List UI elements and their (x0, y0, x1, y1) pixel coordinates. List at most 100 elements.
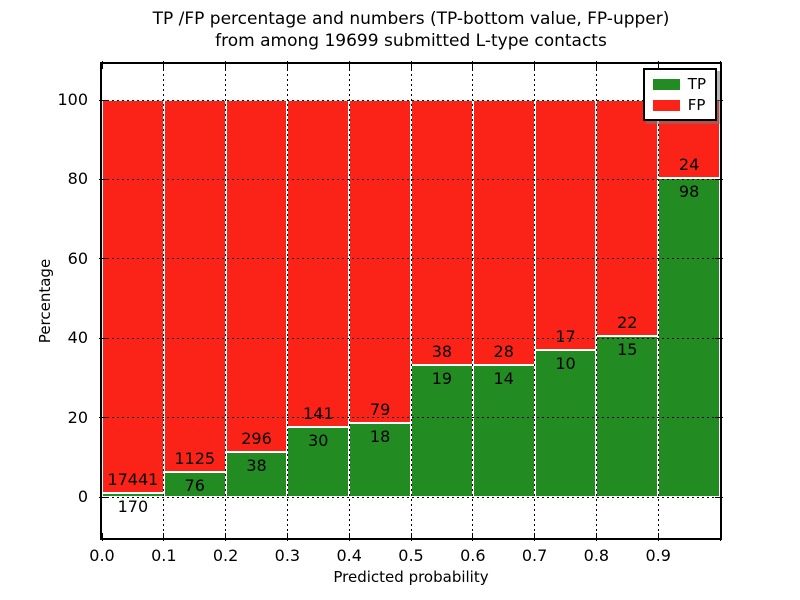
fp-bar-segment (411, 100, 473, 365)
x-tick-mark-top (286, 61, 288, 69)
x-tick-mark-top (163, 61, 165, 69)
horizontal-gridline (102, 99, 720, 101)
horizontal-gridline (102, 417, 720, 419)
fp-legend-swatch-icon (652, 99, 680, 111)
x-tick-mark (225, 533, 227, 541)
x-tick-mark (719, 533, 721, 541)
fp-bar-segment (534, 100, 597, 350)
legend: TP FP (642, 68, 717, 121)
tp-count-label: 170 (117, 497, 149, 517)
x-tick-label: 0.0 (89, 546, 115, 565)
horizontal-gridline (102, 178, 720, 180)
vertical-gridline (472, 64, 474, 538)
tp-bar-segment (287, 427, 350, 497)
vertical-gridline (657, 64, 659, 538)
x-tick-mark (101, 533, 103, 541)
fp-count-label: 28 (493, 341, 514, 361)
fp-count-label: 17441 (107, 470, 159, 490)
x-tick-label: 0.5 (398, 546, 424, 565)
x-tick-label: 0.3 (274, 546, 301, 565)
y-tick-mark-right (715, 99, 723, 101)
ticks-layer (99, 61, 723, 541)
plot-area: 17441 170 1125 76 296 38 141 30 79 18 38 19 28 14 17 10… (99, 61, 723, 541)
y-tick-label: 80 (67, 169, 88, 189)
tp-legend-label: TP (687, 75, 706, 93)
x-tick-mark (534, 533, 536, 541)
bars-layer (102, 64, 720, 538)
x-tick-mark (657, 533, 659, 541)
x-tick-mark-top (225, 61, 227, 69)
x-tick-mark-top (534, 61, 536, 69)
vertical-gridline (595, 64, 597, 538)
tp-count-label: 15 (617, 340, 638, 360)
x-axis-label: Predicted probability (333, 568, 489, 586)
fp-count-label: 38 (431, 341, 453, 361)
x-tick-mark (472, 533, 474, 541)
x-tick-label: 0.4 (336, 546, 362, 565)
fp-count-label: 24 (678, 155, 700, 175)
x-tick-label: 0.8 (583, 546, 610, 565)
y-tick-mark-right (715, 178, 723, 180)
tp-count-label: 19 (431, 368, 453, 388)
x-tick-mark-top (348, 61, 350, 69)
vertical-gridline (163, 64, 165, 538)
x-tick-mark-top (410, 61, 412, 69)
fp-bar-segment (472, 100, 535, 365)
fp-bar-segment (102, 100, 164, 494)
fp-count-label: 1125 (174, 448, 216, 468)
vertical-gridline (225, 64, 227, 538)
fp-count-label: 22 (617, 313, 638, 333)
x-tick-label: 0.1 (151, 546, 177, 565)
y-tick-mark (99, 496, 107, 498)
tp-bar-segment (658, 178, 720, 497)
x-tick-mark (410, 533, 412, 541)
fp-count-label: 296 (241, 428, 272, 448)
x-tick-mark-top (101, 61, 103, 69)
fp-legend-label: FP (687, 96, 706, 114)
vertical-gridline (348, 64, 350, 538)
y-tick-mark (99, 178, 107, 180)
gridlines-layer (102, 64, 720, 538)
chart-title-line2: from among 19699 submitted L-type contac… (215, 31, 607, 51)
x-tick-mark (286, 533, 288, 541)
fp-count-label: 141 (303, 404, 334, 424)
y-tick-mark (99, 99, 107, 101)
x-tick-mark-top (472, 61, 474, 69)
y-tick-label: 40 (67, 328, 88, 348)
y-tick-mark-right (715, 496, 723, 498)
x-tick-mark (348, 533, 350, 541)
x-tick-label: 0.2 (212, 546, 239, 565)
y-tick-label: 100 (57, 90, 88, 109)
y-tick-label: 60 (67, 248, 88, 268)
legend-item-fp: FP (652, 96, 706, 114)
x-tick-mark (163, 533, 165, 541)
tp-count-label: 10 (555, 353, 576, 373)
x-tick-mark-top (595, 61, 597, 69)
y-tick-mark-right (715, 337, 723, 339)
y-tick-mark-right (715, 258, 723, 260)
horizontal-gridline (102, 337, 720, 339)
y-tick-mark (99, 258, 107, 260)
tp-count-label: 76 (184, 475, 205, 495)
x-tick-mark-top (719, 61, 721, 69)
legend-item-tp: TP (652, 75, 706, 93)
x-tick-mark-top (657, 61, 659, 69)
tp-count-label: 98 (678, 182, 700, 202)
tp-bar-segment (534, 349, 597, 497)
fp-bar-segment (596, 100, 659, 337)
tp-count-label: 14 (493, 368, 514, 388)
chart-title: TP /FP percentage and numbers (TP-bottom… (100, 8, 722, 52)
tp-count-label: 18 (369, 427, 391, 447)
x-tick-label: 0.6 (460, 546, 486, 565)
fp-bar-segment (163, 100, 226, 472)
vertical-gridline (410, 64, 412, 538)
fp-bar-segment (349, 100, 411, 424)
y-tick-label: 20 (67, 407, 88, 427)
fp-count-label: 17 (555, 326, 576, 346)
bar-labels-layer: 17441 170 1125 76 296 38 141 30 79 18 38 19 28 14 17 10… (102, 64, 720, 538)
fp-count-label: 79 (369, 400, 391, 420)
y-tick-label: 0 (77, 487, 88, 506)
chart-title-line1: TP /FP percentage and numbers (TP-bottom… (152, 9, 670, 29)
y-tick-mark (99, 337, 107, 339)
